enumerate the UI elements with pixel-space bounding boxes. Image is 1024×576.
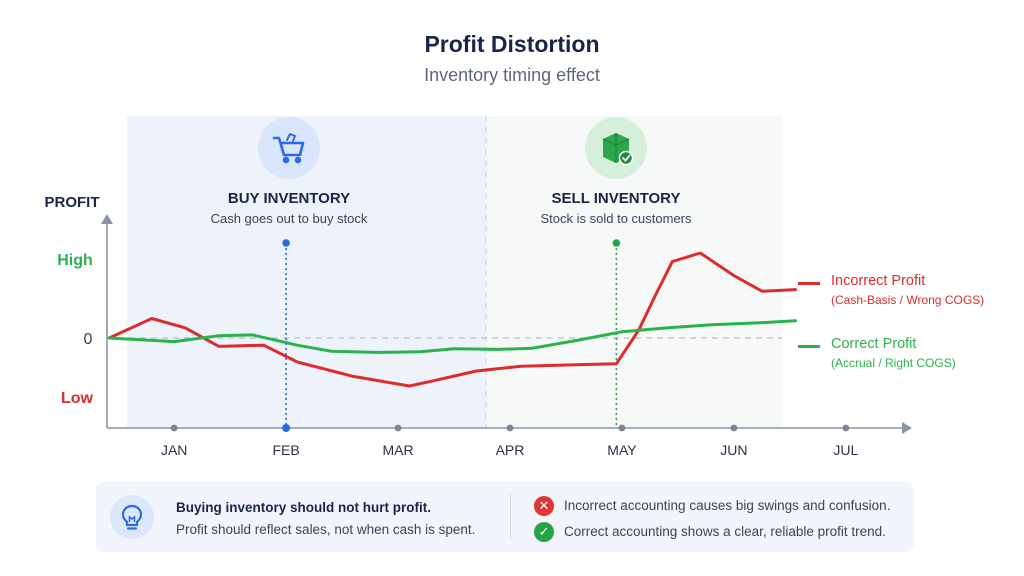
x-tick-dot-may (618, 424, 626, 432)
x-tick-label-jun: JUN (720, 442, 747, 458)
x-tick-label-feb: FEB (272, 442, 299, 458)
chart-marks: JAN FEB MAR APR MAY JUN JUL (107, 239, 858, 458)
event-dot-buy-top (282, 239, 290, 247)
x-tick-label-apr: APR (496, 442, 525, 458)
buy-icon-circle (258, 117, 320, 179)
legend-label-correct: Correct Profit (831, 336, 917, 352)
series-line-correct-profit (107, 319, 797, 354)
event-dot-sell-top (612, 239, 621, 247)
y-tick-high: High (57, 252, 93, 269)
x-tick-dot-jun (730, 424, 738, 432)
chart-subtitle: Inventory timing effect (424, 65, 600, 85)
buy-event-subtitle: Cash goes out to buy stock (211, 211, 368, 226)
sell-event-subtitle: Stock is sold to customers (541, 211, 692, 226)
sell-event-title: SELL INVENTORY (552, 190, 681, 207)
x-tick-label-jan: JAN (161, 442, 187, 458)
x-circle-icon: ✕ (534, 496, 554, 516)
info-panel: Buying inventory should not hurt profit.… (96, 482, 914, 552)
x-tick-dot-feb (282, 424, 291, 432)
check-circle-icon: ✓ (534, 522, 554, 542)
series-line-incorrect-profit (107, 251, 797, 388)
x-tick-dot-jul (842, 424, 850, 432)
x-tick-dot-apr (506, 424, 514, 432)
legend-note-incorrect: (Cash-Basis / Wrong COGS) (831, 293, 985, 307)
y-tick-low: Low (61, 390, 94, 407)
legend-label-incorrect: Incorrect Profit (831, 273, 926, 289)
x-tick-label-mar: MAR (382, 442, 413, 458)
lightbulb-icon (110, 495, 154, 539)
legend-note-correct: (Accrual / Right COGS) (831, 356, 956, 370)
info-divider (510, 494, 511, 540)
info-text: Profit should reflect sales, not when ca… (176, 522, 476, 537)
x-tick-dot-mar (394, 424, 402, 432)
legend-swatch-incorrect (798, 282, 820, 285)
legend-swatch-correct (798, 345, 820, 348)
y-axis-arrow (101, 214, 113, 224)
x-tick-dot-jan (170, 424, 178, 432)
info-title: Buying inventory should not hurt profit. (176, 500, 431, 515)
x-tick-label-may: MAY (607, 442, 637, 458)
x-axis-arrow (902, 422, 912, 434)
buy-event-title: BUY INVENTORY (228, 190, 350, 207)
chart-title: Profit Distortion (424, 31, 600, 57)
status-correct-text: Correct accounting shows a clear, reliab… (564, 524, 886, 539)
status-incorrect-text: Incorrect accounting causes big swings a… (564, 498, 891, 513)
x-tick-label-jul: JUL (833, 442, 858, 458)
shopping-cart-icon (272, 133, 305, 164)
legend: Incorrect Profit (Cash-Basis / Wrong COG… (798, 270, 1018, 380)
box-check-icon (602, 133, 634, 166)
profit-chart: BUY INVENTORY Cash goes out to buy stock… (45, 116, 912, 458)
y-axis-label: PROFIT (45, 194, 100, 211)
y-tick-zero: 0 (84, 331, 93, 348)
